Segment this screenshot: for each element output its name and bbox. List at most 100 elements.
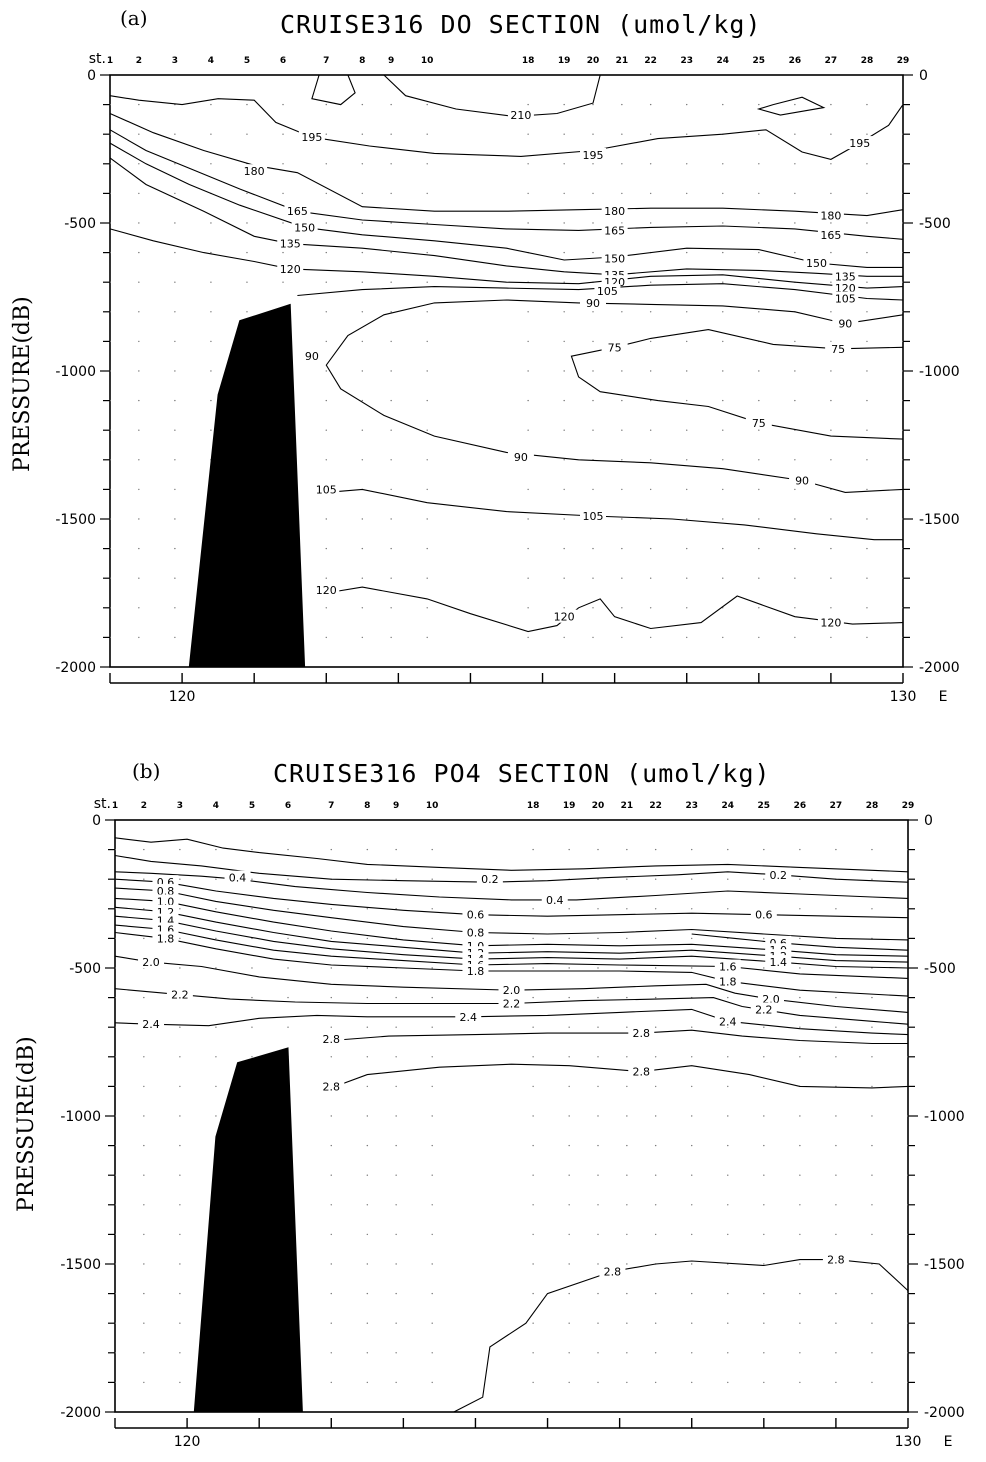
sample-dot bbox=[426, 577, 428, 579]
sample-dot bbox=[251, 878, 253, 880]
sample-dot bbox=[626, 1026, 628, 1028]
sample-dot bbox=[597, 1352, 599, 1354]
sample-dot bbox=[174, 192, 176, 195]
sample-dot bbox=[215, 1026, 217, 1028]
contour-label-bg bbox=[758, 992, 785, 1006]
sample-dot bbox=[691, 1352, 693, 1354]
sample-dot bbox=[799, 996, 801, 999]
contour-label: 0.4 bbox=[229, 872, 247, 885]
station-label: 6 bbox=[280, 56, 286, 66]
sample-dot bbox=[390, 370, 392, 372]
sample-dot bbox=[654, 996, 657, 999]
sample-dot bbox=[799, 1144, 801, 1147]
sample-dot bbox=[138, 281, 140, 283]
station-label: 26 bbox=[789, 56, 802, 66]
sample-dot bbox=[330, 1263, 332, 1265]
sample-dot bbox=[597, 1026, 599, 1028]
station-label: 2 bbox=[136, 56, 142, 66]
sample-dot bbox=[794, 340, 796, 343]
sample-dot bbox=[174, 311, 176, 313]
y-tick-label-right: -500 bbox=[919, 216, 951, 232]
sample-dot bbox=[654, 1115, 657, 1117]
sample-dot bbox=[592, 429, 594, 431]
sample-dot bbox=[366, 1056, 369, 1058]
station-label: 18 bbox=[527, 801, 540, 811]
sample-dot bbox=[210, 163, 212, 165]
sample-dot bbox=[794, 251, 796, 254]
contour-label-bg bbox=[765, 955, 792, 969]
contour-label: 120 bbox=[554, 611, 575, 624]
contour-label-bg bbox=[462, 963, 489, 977]
contour-label-bg bbox=[507, 107, 534, 121]
sample-dot bbox=[866, 518, 868, 520]
sample-dot bbox=[686, 192, 688, 195]
sample-dot bbox=[426, 518, 428, 520]
sample-dot bbox=[251, 848, 253, 851]
station-label: 20 bbox=[592, 801, 605, 811]
sample-dot bbox=[722, 340, 724, 343]
sample-dot bbox=[527, 607, 529, 609]
sample-dot bbox=[532, 1352, 534, 1354]
sample-dot bbox=[758, 636, 760, 639]
sample-dot bbox=[390, 311, 392, 313]
sample-dot bbox=[395, 1056, 397, 1058]
sample-dot bbox=[330, 908, 332, 910]
sample-dot bbox=[330, 1144, 332, 1147]
sample-dot bbox=[763, 1144, 765, 1147]
contour-label: 210 bbox=[510, 109, 531, 122]
sample-dot bbox=[366, 1026, 369, 1028]
contour-label: 2.4 bbox=[719, 1015, 737, 1028]
sample-dot bbox=[390, 518, 392, 520]
contour-line bbox=[756, 96, 826, 116]
sample-dot bbox=[174, 133, 176, 135]
sample-dot bbox=[330, 1322, 332, 1324]
sample-dot bbox=[758, 370, 760, 372]
sample-dot bbox=[287, 848, 289, 851]
sample-dot bbox=[830, 459, 832, 461]
sample-dot bbox=[568, 1263, 570, 1265]
sample-dot bbox=[835, 1144, 837, 1147]
sample-dot bbox=[210, 281, 212, 283]
sample-dot bbox=[532, 937, 534, 940]
contour-label-bg bbox=[822, 1252, 849, 1266]
sample-dot bbox=[330, 848, 332, 851]
station-label: 7 bbox=[328, 801, 334, 811]
sample-dot bbox=[649, 281, 652, 283]
sample-dot bbox=[830, 518, 832, 520]
sample-dot bbox=[527, 399, 529, 402]
sample-dot bbox=[143, 848, 145, 851]
contour-label: 0.2 bbox=[481, 873, 499, 886]
sample-dot bbox=[722, 163, 724, 165]
sample-dot bbox=[866, 281, 868, 283]
sample-dot bbox=[174, 607, 176, 609]
sample-dot bbox=[727, 1144, 729, 1147]
contour-label: 165 bbox=[820, 229, 841, 242]
sample-dot bbox=[763, 1174, 765, 1176]
sample-dot bbox=[621, 370, 623, 372]
sample-dot bbox=[395, 1174, 397, 1176]
do-contour-plot: 0 0 -500 -500 -1000 -1000 -1500 -1500 -2000 -2000… bbox=[55, 51, 959, 705]
sample-dot bbox=[597, 908, 599, 910]
sample-dot bbox=[758, 281, 760, 283]
sample-dot bbox=[366, 848, 369, 851]
panel-a-label: (a) bbox=[120, 6, 148, 30]
sample-dot bbox=[431, 1204, 433, 1206]
station-label: 23 bbox=[680, 56, 693, 66]
sample-dot bbox=[532, 1292, 534, 1295]
sample-dot bbox=[174, 547, 176, 550]
sample-dot bbox=[727, 996, 729, 999]
sample-dot bbox=[866, 251, 868, 254]
contour-label-bg bbox=[313, 482, 340, 496]
sample-dot bbox=[395, 848, 397, 851]
station-label: 19 bbox=[558, 56, 571, 66]
station-label: 27 bbox=[830, 801, 843, 811]
sample-dot bbox=[330, 1056, 332, 1058]
sample-dot bbox=[246, 251, 248, 254]
sample-dot bbox=[563, 163, 565, 165]
sample-dot bbox=[686, 163, 688, 165]
sample-dot bbox=[758, 311, 760, 313]
sample-dot bbox=[835, 996, 837, 999]
sample-dot bbox=[871, 996, 873, 999]
sample-dot bbox=[649, 340, 652, 343]
station-label: 5 bbox=[249, 801, 255, 811]
